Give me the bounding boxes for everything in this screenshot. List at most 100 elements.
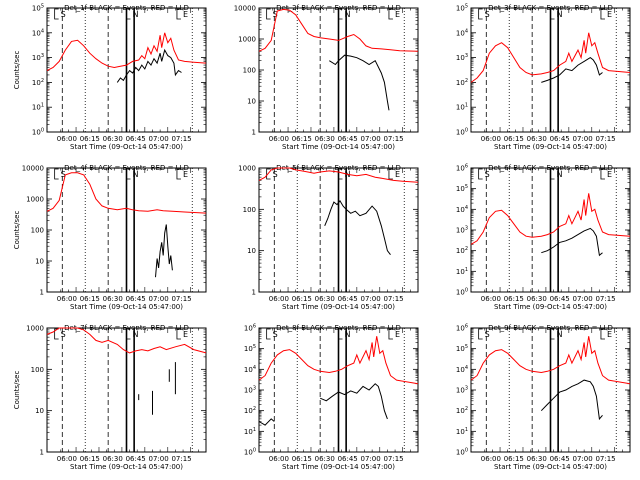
y-tick-label: 104 xyxy=(456,205,468,214)
y-tick-label: 101 xyxy=(456,267,468,276)
y-tick-label: 102 xyxy=(456,406,468,415)
x-axis-label: Start Time (09-Oct-14 05:47:00) xyxy=(70,463,183,471)
marker-label: S xyxy=(485,10,490,19)
y-tick-label: 103 xyxy=(456,226,468,235)
marker-label: E xyxy=(183,330,188,339)
y-tick-label: 101 xyxy=(456,103,468,112)
x-axis-label: Start Time (09-Oct-14 05:47:00) xyxy=(282,303,395,311)
x-tick-label: 07:00 xyxy=(573,295,593,303)
series-events-line xyxy=(116,48,182,83)
x-axis-label: Start Time (09-Oct-14 05:47:00) xyxy=(70,143,183,151)
x-tick-label: 07:00 xyxy=(361,135,381,143)
marker-label: E xyxy=(183,170,188,179)
x-tick-label: 06:00 xyxy=(57,295,77,303)
x-tick-label: 06:30 xyxy=(103,295,123,303)
x-tick-label: 06:00 xyxy=(269,455,289,463)
x-tick-label: 06:30 xyxy=(103,455,123,463)
series-lld-line xyxy=(258,336,419,385)
y-tick-label: 10 xyxy=(35,407,44,415)
y-tick-label: 103 xyxy=(244,386,256,395)
marker-bracket xyxy=(550,328,555,340)
marker-bracket xyxy=(550,168,555,180)
y-tick-label: 105 xyxy=(32,4,44,13)
marker-label: S xyxy=(273,330,278,339)
y-tick-label: 1 xyxy=(252,289,256,297)
x-tick-label: 07:15 xyxy=(595,455,615,463)
y-tick-label: 10000 xyxy=(234,5,256,13)
y-tick-label: 103 xyxy=(456,53,468,62)
y-tick-label: 100 xyxy=(456,288,468,297)
x-tick-label: 06:45 xyxy=(126,135,146,143)
x-axis-label: Start Time (09-Oct-14 05:47:00) xyxy=(282,463,395,471)
marker-bracket xyxy=(176,8,181,20)
marker-bracket xyxy=(478,328,483,340)
y-tick-label: 1000 xyxy=(26,196,44,204)
x-axis-label: Start Time (09-Oct-14 05:47:00) xyxy=(282,143,395,151)
marker-bracket xyxy=(388,8,393,20)
y-tick-label: 100 xyxy=(456,128,468,137)
marker-label: N xyxy=(133,10,139,19)
y-tick-label: 104 xyxy=(32,28,44,37)
x-tick-label: 07:00 xyxy=(573,135,593,143)
y-tick-label: 1000 xyxy=(238,165,256,173)
x-tick-label: 06:00 xyxy=(57,135,77,143)
y-tick-label: 104 xyxy=(456,28,468,37)
x-tick-label: 06:00 xyxy=(481,135,501,143)
y-tick-label: 104 xyxy=(456,365,468,374)
y-tick-label: 100 xyxy=(31,366,44,374)
marker-bracket xyxy=(54,168,59,180)
x-tick-label: 07:00 xyxy=(361,295,381,303)
x-tick-label: 06:45 xyxy=(338,135,358,143)
x-axis-label: Start Time (09-Oct-14 05:47:00) xyxy=(494,463,607,471)
y-tick-label: 100 xyxy=(244,448,256,457)
x-tick-label: 06:00 xyxy=(481,455,501,463)
marker-bracket xyxy=(126,328,131,340)
y-tick-label: 100 xyxy=(456,448,468,457)
x-tick-label: 07:15 xyxy=(595,135,615,143)
x-tick-label: 06:30 xyxy=(103,135,123,143)
y-tick-label: 102 xyxy=(32,78,44,87)
series-events-line xyxy=(155,224,173,278)
x-tick-label: 07:15 xyxy=(383,295,403,303)
series-events-line xyxy=(541,56,603,83)
y-axis-label: Counts/sec xyxy=(13,211,21,250)
x-tick-label: 06:45 xyxy=(550,455,570,463)
marker-label: N xyxy=(345,330,351,339)
panel-det-7f: Det_7f BLACK = Events, RED = LLDCounts/s… xyxy=(13,324,207,471)
series-lld-line xyxy=(470,193,631,245)
y-tick-label: 105 xyxy=(456,4,468,13)
marker-label: S xyxy=(273,170,278,179)
series-lld-line xyxy=(46,32,207,72)
marker-label: E xyxy=(607,330,612,339)
marker-label: E xyxy=(183,10,188,19)
x-tick-label: 06:15 xyxy=(504,455,524,463)
marker-label: N xyxy=(557,10,563,19)
x-tick-label: 06:45 xyxy=(338,295,358,303)
marker-label: E xyxy=(395,330,400,339)
x-tick-label: 06:15 xyxy=(80,135,100,143)
series-lld-line xyxy=(258,8,419,52)
y-tick-label: 1 xyxy=(252,129,256,137)
x-tick-label: 06:15 xyxy=(80,455,100,463)
marker-bracket xyxy=(338,328,343,340)
x-tick-label: 07:15 xyxy=(595,295,615,303)
y-tick-label: 1000 xyxy=(26,325,44,333)
y-tick-label: 103 xyxy=(456,386,468,395)
y-tick-label: 10 xyxy=(35,258,44,266)
series-events-line xyxy=(258,418,275,426)
marker-bracket xyxy=(126,168,131,180)
y-tick-label: 100 xyxy=(31,227,44,235)
x-tick-label: 07:15 xyxy=(171,455,191,463)
x-tick-label: 06:15 xyxy=(80,295,100,303)
marker-bracket xyxy=(600,8,605,20)
y-tick-label: 106 xyxy=(456,164,468,173)
series-events-line xyxy=(541,227,603,257)
marker-label: E xyxy=(607,170,612,179)
marker-bracket xyxy=(176,328,181,340)
marker-label: S xyxy=(61,10,66,19)
x-tick-label: 06:30 xyxy=(527,295,547,303)
x-tick-label: 06:30 xyxy=(527,455,547,463)
marker-label: E xyxy=(395,10,400,19)
y-tick-label: 101 xyxy=(244,427,256,436)
